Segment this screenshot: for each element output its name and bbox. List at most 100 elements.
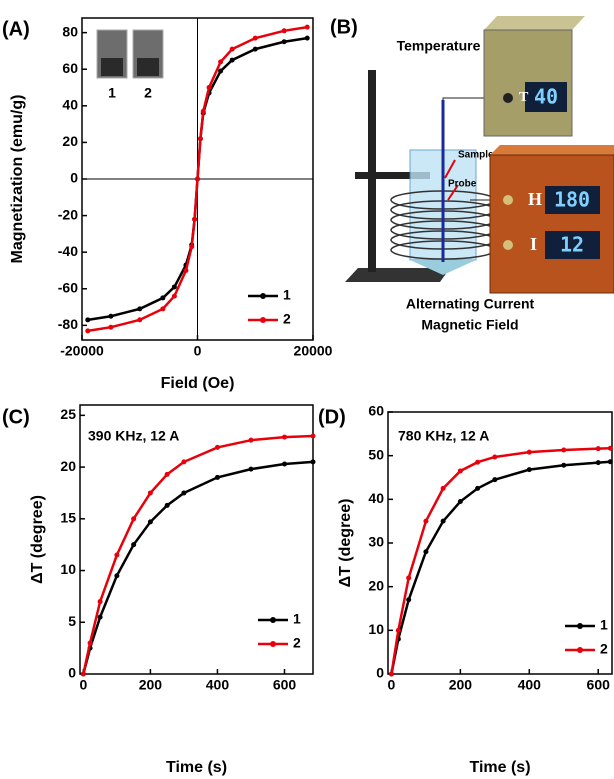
point (252, 46, 258, 52)
point (108, 313, 114, 319)
point (252, 35, 258, 41)
point (457, 499, 463, 505)
y-tick-label: -20 (58, 206, 78, 222)
y-tick-label: 80 (62, 23, 78, 39)
point (526, 467, 532, 473)
legend-marker (260, 293, 266, 299)
y-tick-label: -60 (58, 279, 78, 295)
panel-label: (A) (2, 18, 30, 40)
legend-marker (260, 317, 266, 323)
diagram: (B) Temperature Indicator Sample Probe T… (330, 16, 614, 333)
point (607, 459, 613, 465)
y-tick-label: 5 (68, 613, 76, 629)
point (492, 477, 498, 483)
plot-frame (387, 411, 613, 675)
point (475, 459, 481, 465)
point (183, 267, 189, 273)
point (229, 57, 235, 63)
legend-marker (577, 623, 583, 629)
vial-tip (410, 260, 476, 275)
x-axis-label: Time (s) (469, 759, 530, 776)
point (423, 549, 429, 555)
y-tick-label: 40 (62, 97, 78, 113)
point (607, 445, 613, 451)
point (395, 627, 401, 633)
inset-photo (101, 58, 123, 76)
field-box (489, 154, 614, 294)
y-tick-label: 30 (368, 534, 384, 550)
x-tick-label: 200 (139, 677, 163, 693)
point (281, 28, 287, 34)
point (197, 136, 203, 142)
point (114, 552, 120, 558)
y-tick-label: 60 (368, 403, 384, 419)
y-tick-label: 0 (376, 665, 384, 681)
point (189, 244, 195, 250)
y-tick-label: 20 (62, 133, 78, 149)
x-tick-label: 20000 (294, 343, 333, 359)
y-tick-label: -80 (58, 316, 78, 332)
point (457, 468, 463, 474)
point (388, 671, 394, 677)
y-tick-label: 15 (60, 510, 76, 526)
display (545, 231, 600, 259)
legend-label: 2 (283, 311, 291, 327)
point (310, 459, 316, 465)
x-tick-label: 600 (273, 677, 297, 693)
point (131, 542, 137, 548)
point (304, 35, 310, 41)
point (206, 85, 212, 91)
series-line (390, 460, 611, 675)
point (137, 306, 143, 312)
point (282, 461, 288, 467)
point (526, 449, 532, 455)
point (181, 490, 187, 496)
caption: Alternating Current (406, 296, 535, 312)
legend-label: 2 (293, 635, 301, 651)
display-value: 40 (534, 85, 558, 109)
point (195, 176, 200, 182)
point (192, 216, 198, 222)
x-tick-label: 600 (587, 677, 611, 693)
display-value: 180 (554, 188, 590, 212)
x-tick-label: 200 (449, 677, 473, 693)
x-tick-label: 400 (206, 677, 230, 693)
display-letter: H (528, 189, 542, 209)
point (85, 317, 91, 323)
legend-label: 1 (283, 287, 291, 303)
point (164, 502, 170, 508)
legend-marker (270, 617, 276, 623)
y-tick-label: 20 (60, 458, 76, 474)
x-axis-label: Time (s) (166, 759, 227, 776)
arrow (447, 184, 459, 201)
point (137, 317, 143, 323)
y-tick-label: 50 (368, 446, 384, 462)
annotation: 780 KHz, 12 A (398, 428, 489, 444)
point (80, 671, 86, 677)
y-tick-label: -40 (58, 243, 78, 259)
point (87, 640, 93, 646)
y-tick-label: 60 (62, 60, 78, 76)
caption: Magnetic Field (421, 317, 518, 333)
point (492, 454, 498, 460)
point (85, 328, 91, 334)
point (171, 284, 177, 290)
point (304, 24, 310, 30)
display-value: 12 (560, 233, 584, 257)
point (440, 485, 446, 491)
point (595, 460, 601, 466)
x-tick-label: 0 (194, 343, 202, 359)
y-tick-label: 10 (60, 561, 76, 577)
x-tick-label: 0 (79, 677, 87, 693)
point (595, 446, 601, 452)
panel-label: (D) (318, 406, 346, 428)
box-top (490, 145, 614, 155)
display-letter: I (530, 234, 537, 254)
stand-pole (368, 70, 376, 272)
point (97, 599, 103, 605)
clamp (355, 172, 430, 179)
inset-photo (137, 58, 159, 76)
point (248, 466, 254, 472)
series-line (390, 446, 611, 675)
x-tick-label: -20000 (60, 343, 104, 359)
